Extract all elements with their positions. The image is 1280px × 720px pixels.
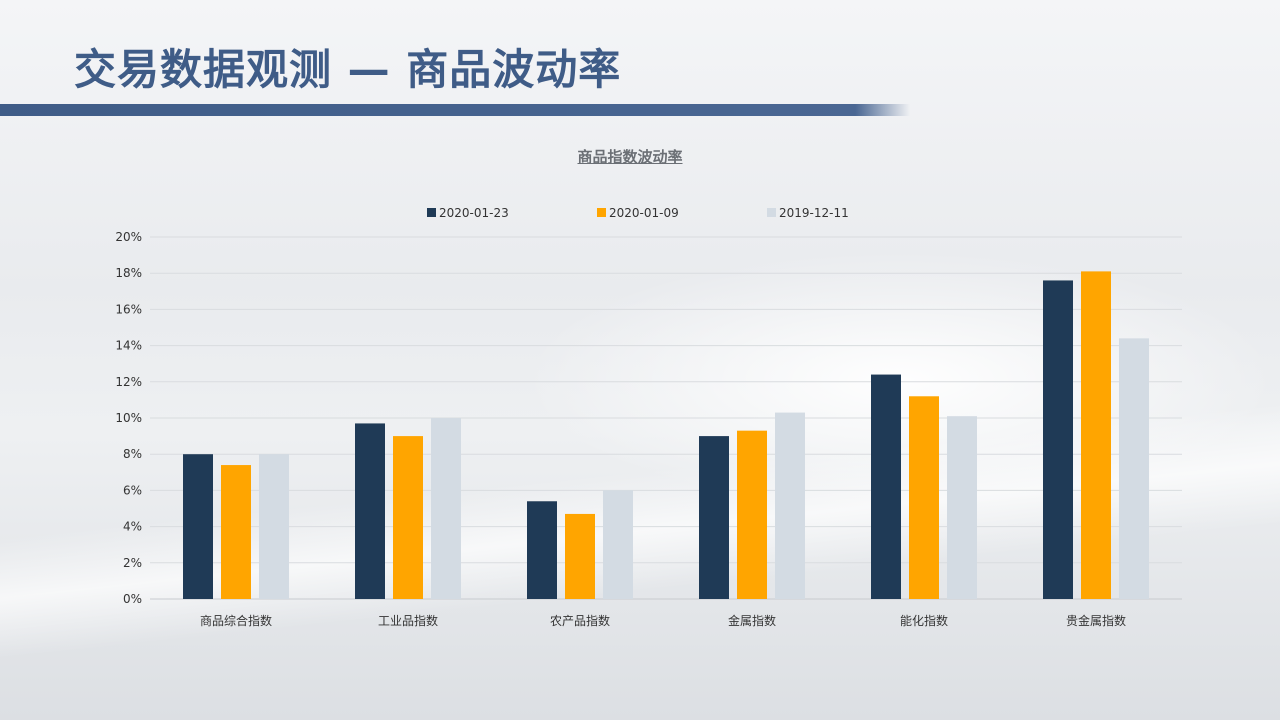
y-tick-label: 2%: [123, 556, 142, 570]
x-tick-label: 商品综合指数: [200, 613, 272, 628]
bar: [221, 465, 251, 599]
legend-swatch: [427, 208, 436, 217]
page-title: 交易数据观测 — 商品波动率: [74, 45, 622, 94]
bar: [947, 416, 977, 599]
y-tick-label: 0%: [123, 592, 142, 606]
legend-label: 2019-12-11: [779, 206, 849, 220]
bar: [355, 423, 385, 599]
bar: [527, 501, 557, 599]
x-tick-label: 农产品指数: [550, 613, 610, 628]
y-tick-label: 14%: [115, 339, 142, 353]
x-tick-label: 贵金属指数: [1066, 613, 1126, 628]
bar: [1043, 280, 1073, 599]
chart-title: 商品指数波动率: [577, 148, 683, 166]
bar: [259, 454, 289, 599]
bar: [393, 436, 423, 599]
x-tick-label: 金属指数: [728, 613, 776, 628]
bar: [737, 430, 767, 599]
x-tick-label: 能化指数: [900, 613, 948, 628]
bar: [431, 418, 461, 599]
bar: [871, 374, 901, 599]
y-tick-label: 10%: [115, 411, 142, 425]
bar: [699, 436, 729, 599]
bar: [1081, 271, 1111, 599]
bar: [1119, 338, 1149, 599]
y-tick-label: 8%: [123, 447, 142, 461]
title-underline-bar: [0, 104, 910, 116]
legend-label: 2020-01-09: [609, 206, 679, 220]
legend-label: 2020-01-23: [439, 206, 509, 220]
y-tick-label: 20%: [115, 230, 142, 244]
bar: [565, 513, 595, 599]
y-tick-label: 16%: [115, 302, 142, 316]
y-tick-label: 12%: [115, 375, 142, 389]
bar: [775, 412, 805, 599]
x-tick-label: 工业品指数: [378, 613, 438, 628]
bar: [603, 490, 633, 599]
y-tick-label: 6%: [123, 483, 142, 497]
y-tick-label: 18%: [115, 266, 142, 280]
bar: [909, 396, 939, 599]
y-tick-label: 4%: [123, 520, 142, 534]
legend-swatch: [767, 208, 776, 217]
legend-swatch: [597, 208, 606, 217]
bar: [183, 454, 213, 599]
